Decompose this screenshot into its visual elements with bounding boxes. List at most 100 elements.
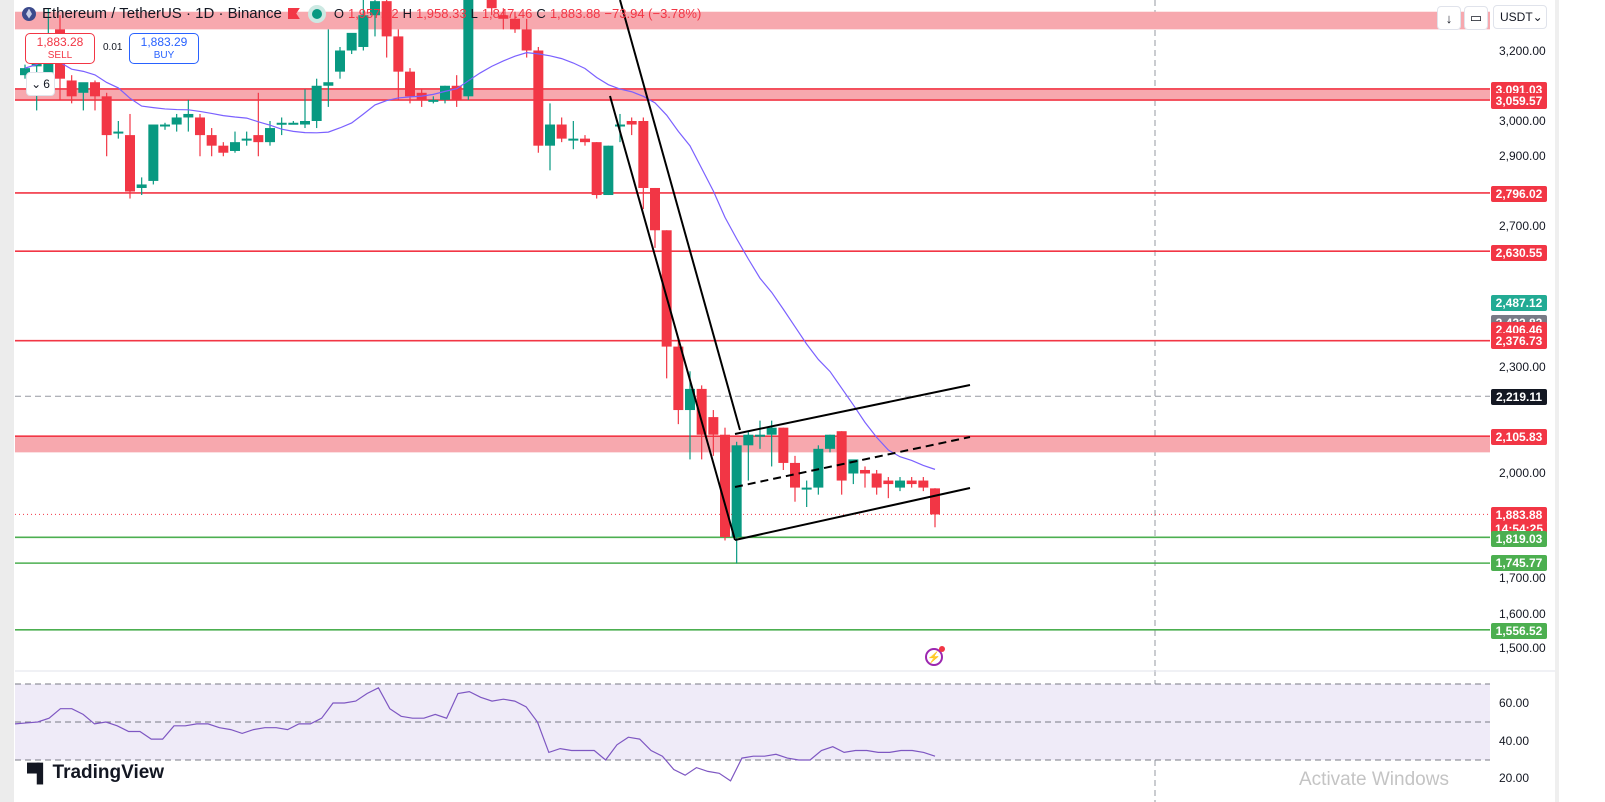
currency-select[interactable]: USDT ⌄	[1493, 5, 1547, 29]
price-level-label: 1,556.52	[1491, 623, 1547, 639]
candle-body	[813, 448, 824, 488]
candle-body	[510, 18, 520, 30]
candle-body	[906, 480, 917, 485]
candle-body	[498, 15, 509, 19]
candle-body	[556, 124, 567, 139]
fullscreen-button[interactable]: ▭	[1464, 6, 1488, 30]
price-tick: 2,900.00	[1499, 149, 1546, 163]
candle-body	[568, 138, 579, 141]
tradingview-logo[interactable]: ▀▌ TradingView	[27, 762, 164, 784]
price-level-label: 2,376.73	[1491, 333, 1547, 349]
lightning-alert-icon[interactable]: ⚡	[925, 646, 945, 666]
candle-body	[393, 36, 404, 72]
indicators-collapse-button[interactable]: ⌄ 6	[26, 72, 55, 96]
candle-body	[206, 135, 217, 146]
trendline	[734, 487, 971, 541]
buy-button[interactable]: 1,883.29 BUY	[129, 33, 199, 64]
price-level-label: 2,630.55	[1491, 245, 1547, 261]
candle-body	[743, 434, 754, 446]
candle-body	[20, 68, 30, 76]
candle-body	[731, 445, 742, 537]
rsi-tick: 20.00	[1499, 771, 1530, 785]
price-level-label: 1,745.77	[1491, 555, 1547, 571]
left-toolbar-edge	[0, 0, 14, 802]
candle-body	[801, 487, 812, 490]
scroll-to-latest-button[interactable]: ↓	[1437, 6, 1461, 30]
sell-button[interactable]: 1,883.28 SELL	[25, 33, 95, 64]
candle-body	[323, 82, 334, 86]
rsi-tick: 40.00	[1499, 734, 1530, 748]
candle-body	[300, 121, 310, 125]
symbol-title[interactable]: Ethereum / TetherUS · 1D · Binance	[42, 5, 282, 22]
candle-body	[195, 117, 205, 136]
low-value: 1,847.46	[481, 6, 533, 21]
candle-body	[381, 1, 392, 37]
flag-icon[interactable]	[287, 8, 300, 19]
candle-body	[720, 434, 730, 537]
candle-body	[405, 71, 415, 97]
candle-body	[101, 96, 112, 136]
candle-body	[790, 462, 800, 488]
candle-body	[696, 388, 707, 435]
trendline	[734, 384, 971, 435]
candle-body	[90, 82, 100, 97]
change-value: −73.94 (−3.78%)	[604, 6, 702, 21]
candle-body	[276, 122, 287, 125]
buy-price: 1,883.29	[140, 35, 188, 49]
price-level-label: 2,105.83	[1491, 429, 1547, 445]
candle-body	[871, 473, 882, 488]
price-tick: 3,200.00	[1499, 44, 1546, 58]
price-tick: 2,000.00	[1499, 466, 1546, 480]
close-value: 1,883.88	[549, 6, 601, 21]
right-panel-edge	[1555, 0, 1605, 802]
chevron-down-icon: ⌄	[31, 77, 42, 91]
arrow-down-icon: ↓	[1445, 10, 1453, 26]
candle-body	[113, 131, 124, 134]
candle-body	[836, 431, 847, 481]
windows-watermark: Activate Windows	[1299, 769, 1449, 790]
price-tick: 1,500.00	[1499, 641, 1546, 655]
candle-body	[883, 480, 894, 485]
buy-label: BUY	[153, 50, 175, 61]
candle-body	[650, 187, 660, 231]
ohlc-values: O 1,957.82 H 1,958.33 L 1,847.46 C 1,883.88 …	[333, 6, 702, 21]
moving-average-line	[24, 52, 936, 470]
candle-body	[125, 135, 135, 192]
fullscreen-icon: ▭	[1469, 10, 1483, 25]
candle-body	[673, 346, 684, 411]
candle-body	[148, 124, 159, 181]
candle-body	[708, 417, 719, 435]
candle-body	[778, 427, 789, 463]
chevron-down-icon: ⌄	[1532, 10, 1543, 24]
candle-body	[288, 122, 299, 125]
logo-text: TradingView	[52, 762, 165, 783]
trendline	[609, 95, 736, 541]
price-tick: 1,600.00	[1499, 607, 1546, 621]
candle-body	[603, 145, 614, 196]
candle-body	[638, 121, 649, 188]
price-tick: 2,700.00	[1499, 219, 1546, 233]
candle-body	[253, 135, 264, 143]
candle-body	[451, 85, 462, 100]
high-value: 1,958.33	[415, 6, 467, 21]
candle-body	[66, 80, 77, 97]
candle-body	[825, 434, 835, 449]
candle-body	[160, 124, 170, 127]
notification-dot	[939, 646, 945, 652]
candle-body	[78, 82, 89, 93]
candle-body	[895, 480, 905, 488]
candle-body	[463, 0, 474, 97]
trendline	[619, 0, 741, 431]
market-status-icon	[311, 8, 322, 19]
candle-body	[755, 434, 765, 437]
ethereum-icon	[22, 6, 36, 21]
candle-body	[626, 121, 637, 125]
candle-body	[661, 230, 672, 347]
spread-value: 0.01	[103, 42, 123, 53]
price-level-label: 1,819.03	[1491, 531, 1547, 547]
candle-body	[591, 142, 602, 196]
candle-body	[440, 85, 450, 100]
candle-body	[265, 128, 275, 143]
candle-body	[580, 138, 590, 143]
